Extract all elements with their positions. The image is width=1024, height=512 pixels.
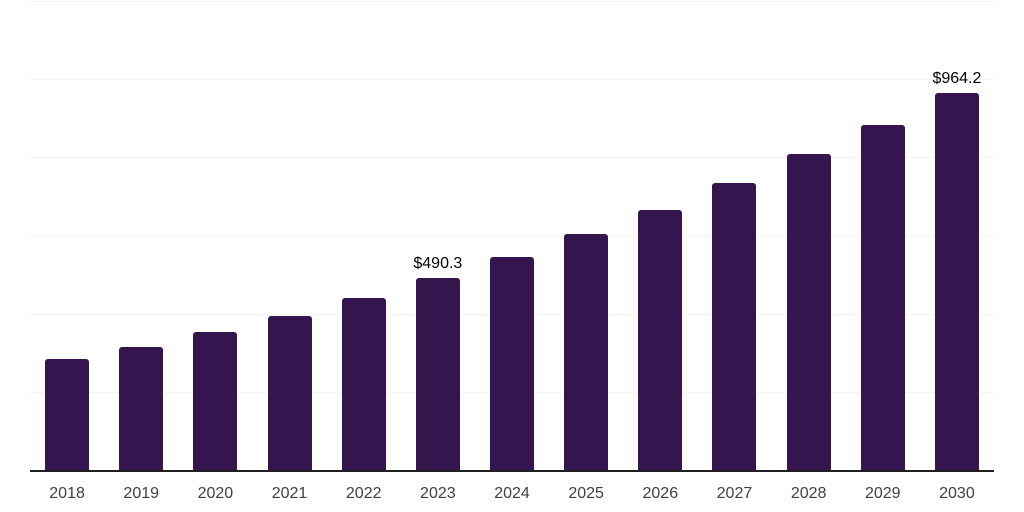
bar-value-label: $964.2 — [932, 70, 982, 88]
bar-2022 — [341, 298, 386, 470]
bar-2025 — [564, 234, 609, 470]
x-tick-label: 2018 — [49, 485, 85, 502]
x-tick-label: 2028 — [790, 485, 827, 502]
x-tick-label: 2026 — [642, 485, 679, 502]
plot-area: 2018 2019 2020 2021 2022 $490.3 2023 2024 2025 20… — [30, 1, 994, 502]
gridline — [30, 235, 994, 237]
bar-2028 — [786, 154, 831, 470]
bar-2021 — [267, 315, 312, 470]
x-tick-label: 2025 — [568, 485, 604, 502]
x-tick-label: 2019 — [123, 485, 160, 502]
x-tick-label: 2021 — [271, 485, 308, 502]
x-tick-label: 2024 — [494, 485, 530, 502]
gridline — [30, 157, 994, 159]
bar-2029 — [860, 124, 905, 470]
bar-2030 — [934, 93, 979, 470]
bar-2027 — [712, 182, 757, 470]
gridline — [30, 1, 994, 2]
bar-2018 — [45, 359, 90, 470]
bar-2024 — [490, 256, 534, 470]
bar-2019 — [119, 346, 164, 470]
bar-2020 — [193, 331, 238, 470]
x-tick-label: 2027 — [716, 485, 753, 502]
x-tick-label: 2022 — [345, 485, 382, 502]
bar-2023 — [415, 278, 460, 470]
bar-value-label: $490.3 — [413, 255, 463, 273]
x-tick-label: 2020 — [197, 485, 234, 502]
gridline — [30, 79, 994, 81]
x-tick-label: 2029 — [864, 485, 901, 502]
x-tick-label: 2023 — [420, 485, 456, 502]
x-tick-label: 2030 — [939, 485, 975, 502]
bar-2026 — [638, 209, 683, 470]
